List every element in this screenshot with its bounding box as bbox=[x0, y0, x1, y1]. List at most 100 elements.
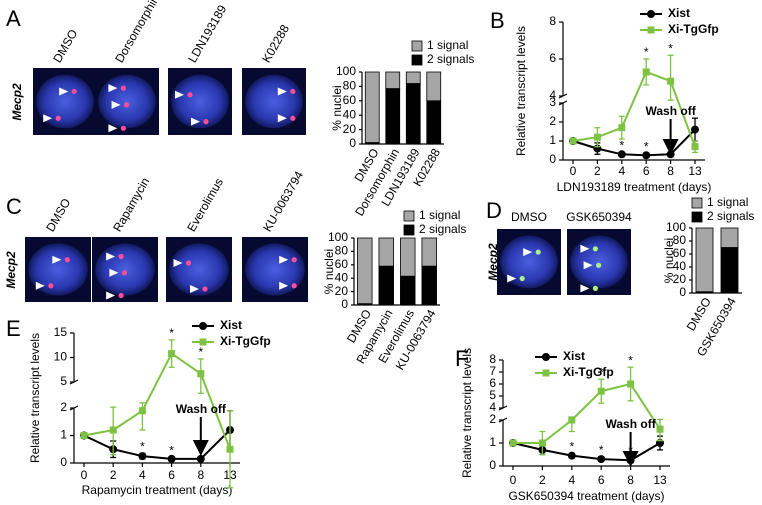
y-tick-label: 100 bbox=[328, 230, 348, 244]
y-tick-label: 60 bbox=[673, 246, 687, 260]
y-tick-label: 7 bbox=[489, 364, 496, 378]
significance-star: * bbox=[169, 444, 174, 458]
condition-label: KU-0063794 bbox=[260, 168, 306, 234]
y-tick-label: 0 bbox=[349, 136, 356, 150]
y-tick-label: 10 bbox=[54, 350, 68, 364]
y-tick-label: 0 bbox=[60, 455, 67, 469]
legend-label: Xist bbox=[563, 349, 585, 363]
bar-segment bbox=[400, 275, 416, 306]
y-tick-label: 100 bbox=[666, 220, 686, 234]
pointer-arrow bbox=[43, 114, 53, 123]
marker bbox=[617, 150, 626, 159]
signal-spot bbox=[592, 246, 599, 252]
significance-star: * bbox=[599, 365, 604, 379]
marker bbox=[196, 454, 205, 463]
signal-spot bbox=[290, 115, 296, 121]
x-tick-label: 4 bbox=[618, 164, 625, 178]
legend-swatch bbox=[691, 197, 703, 209]
y-tick-label: 0 bbox=[549, 152, 556, 166]
panel-letter: E bbox=[6, 316, 21, 341]
nucleus bbox=[36, 74, 94, 129]
bar-segment bbox=[385, 71, 401, 89]
marker bbox=[138, 407, 146, 415]
signal-spot bbox=[64, 257, 70, 263]
legend-marker bbox=[542, 353, 550, 361]
pointer-arrow bbox=[175, 90, 184, 99]
x-tick-label: 13 bbox=[653, 473, 667, 487]
panel-letter: D bbox=[486, 198, 502, 223]
x-axis-label: GSK650394 treatment (days) bbox=[508, 489, 664, 503]
legend-label: Xi-TgGfp bbox=[220, 334, 271, 348]
signal-spot bbox=[120, 85, 126, 91]
x-tick-label: 8 bbox=[667, 164, 674, 178]
significance-star: * bbox=[644, 140, 649, 154]
series-line bbox=[83, 352, 231, 450]
x-tick-label: 6 bbox=[598, 473, 605, 487]
legend-label: 2 signals bbox=[707, 209, 754, 223]
x-tick-label: 8 bbox=[197, 468, 204, 482]
x-axis-label: LDN193189 treatment (days) bbox=[557, 180, 712, 194]
legend-swatch bbox=[403, 224, 415, 236]
y-tick-label: 80 bbox=[343, 79, 357, 93]
bar-segment bbox=[405, 83, 421, 145]
x-tick-label: 2 bbox=[594, 164, 601, 178]
nucleus bbox=[245, 243, 305, 296]
significance-star: * bbox=[599, 443, 604, 457]
signal-spot bbox=[124, 102, 130, 108]
pointer-arrow bbox=[52, 255, 62, 264]
condition-label: K02288 bbox=[259, 22, 292, 65]
marker bbox=[618, 124, 626, 132]
nucleus bbox=[570, 235, 628, 289]
bar-segment bbox=[421, 237, 437, 267]
marker bbox=[656, 425, 664, 433]
signal-spot bbox=[596, 262, 602, 268]
y-axis-label: Relative transcript levels bbox=[514, 26, 528, 156]
panel-letter: A bbox=[6, 6, 21, 31]
marker bbox=[593, 133, 601, 141]
legend-marker bbox=[542, 369, 550, 377]
marker bbox=[642, 151, 651, 160]
bar-segment bbox=[357, 237, 373, 305]
significance-star: * bbox=[140, 440, 145, 454]
pointer-arrow bbox=[59, 87, 69, 96]
y-tick-label: 20 bbox=[335, 284, 349, 298]
marker bbox=[568, 416, 576, 424]
marker bbox=[667, 77, 675, 85]
legend-label: 2 signals bbox=[427, 52, 474, 66]
signal-spot bbox=[120, 125, 126, 131]
marker bbox=[597, 455, 606, 464]
signal-spot bbox=[55, 115, 61, 121]
nucleus bbox=[500, 235, 558, 289]
y-tick-label: 0 bbox=[679, 285, 686, 299]
legend-marker bbox=[647, 10, 655, 18]
condition-label: GSK650394 bbox=[566, 210, 632, 224]
pointer-arrow bbox=[583, 261, 593, 270]
y-tick-label: 60 bbox=[343, 93, 357, 107]
legend-swatch bbox=[403, 210, 415, 222]
pointer-arrow bbox=[279, 281, 289, 290]
y-axis-label: % nuclei bbox=[330, 85, 344, 130]
y-tick-label: 6 bbox=[489, 376, 496, 390]
significance-star: * bbox=[628, 353, 633, 367]
series-line bbox=[572, 128, 696, 157]
y-tick-label: 100 bbox=[336, 64, 356, 78]
bar-segment bbox=[426, 71, 442, 102]
legend-marker bbox=[199, 322, 207, 330]
marker bbox=[569, 137, 577, 145]
pointer-arrow bbox=[109, 268, 119, 277]
y-axis-label: Relative transcript levels bbox=[28, 333, 42, 463]
y-tick-label: 0 bbox=[341, 297, 348, 311]
x-tick-label: 6 bbox=[168, 468, 175, 482]
bar-segment bbox=[400, 237, 416, 277]
y-tick-label: 1 bbox=[549, 133, 556, 147]
marker bbox=[597, 387, 605, 395]
series-line bbox=[513, 382, 661, 444]
signal-spot bbox=[187, 92, 193, 98]
marker bbox=[567, 451, 576, 460]
significance-star: * bbox=[169, 326, 174, 340]
marker bbox=[691, 143, 699, 151]
probe-label: Mecp2 bbox=[10, 83, 24, 121]
pointer-arrow bbox=[106, 252, 116, 261]
series-line bbox=[83, 429, 231, 460]
